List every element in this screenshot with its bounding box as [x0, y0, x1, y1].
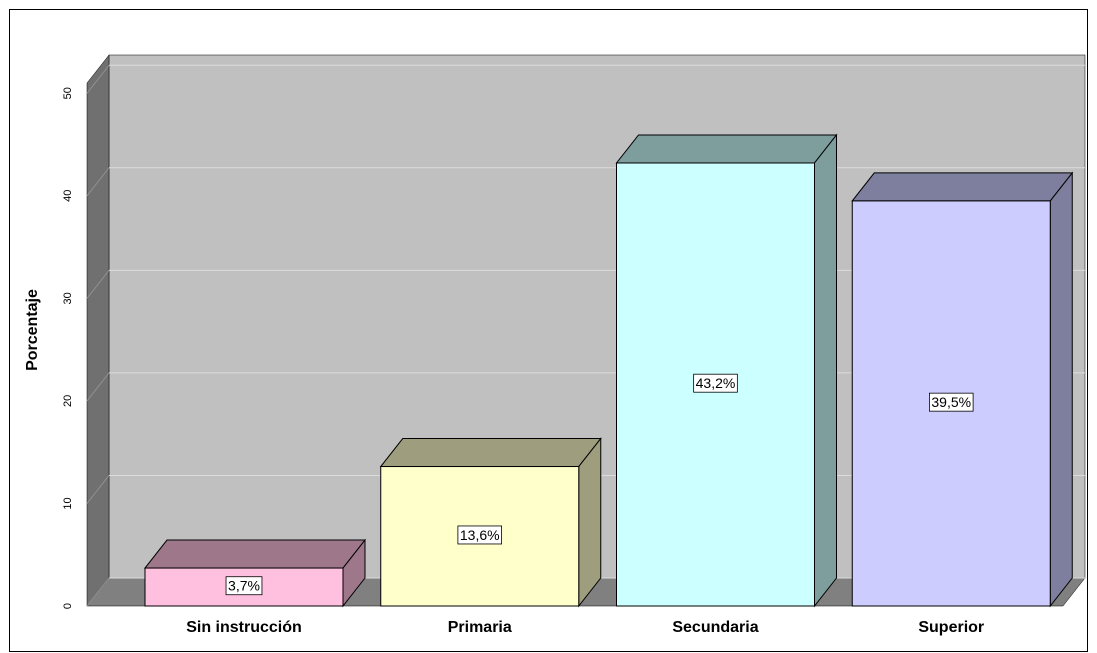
y-tick-label: 30 — [62, 292, 74, 304]
value-label-box — [693, 373, 738, 393]
y-tick-label: 0 — [62, 603, 74, 609]
bar-side — [578, 437, 602, 608]
bar-top — [615, 134, 838, 164]
bar-top — [379, 438, 602, 468]
y-tick-label: 20 — [62, 395, 74, 407]
x-tick-label: Superior — [918, 619, 984, 636]
grid-line — [86, 167, 110, 197]
bar-side — [814, 133, 837, 608]
x-tick-label: Secundaria — [672, 619, 758, 636]
bar-top — [851, 172, 1074, 202]
value-label: 13,6% — [460, 527, 500, 543]
x-tick-label: Sin instrucción — [186, 619, 302, 636]
value-label: 43,2% — [696, 375, 736, 391]
value-label: 39,5% — [931, 394, 971, 410]
y-axis-label: Porcentaje — [24, 289, 41, 371]
value-label: 3,7% — [228, 578, 260, 594]
grid-line — [86, 64, 110, 94]
grid-line — [86, 270, 110, 299]
value-label-box — [928, 392, 974, 412]
bar — [851, 200, 1051, 607]
value-label-box — [457, 525, 503, 545]
grid-line — [86, 475, 110, 504]
value-label-box — [225, 576, 263, 596]
y-tick-label: 40 — [62, 190, 74, 202]
y-tick-label: 10 — [62, 497, 74, 509]
grid-line — [86, 372, 110, 402]
side-wall — [86, 54, 110, 607]
bar-side — [1049, 171, 1073, 608]
x-tick-label: Primaria — [448, 619, 512, 636]
bar-top — [143, 539, 367, 569]
y-tick-label: 50 — [62, 87, 74, 99]
grid-line — [86, 577, 110, 607]
